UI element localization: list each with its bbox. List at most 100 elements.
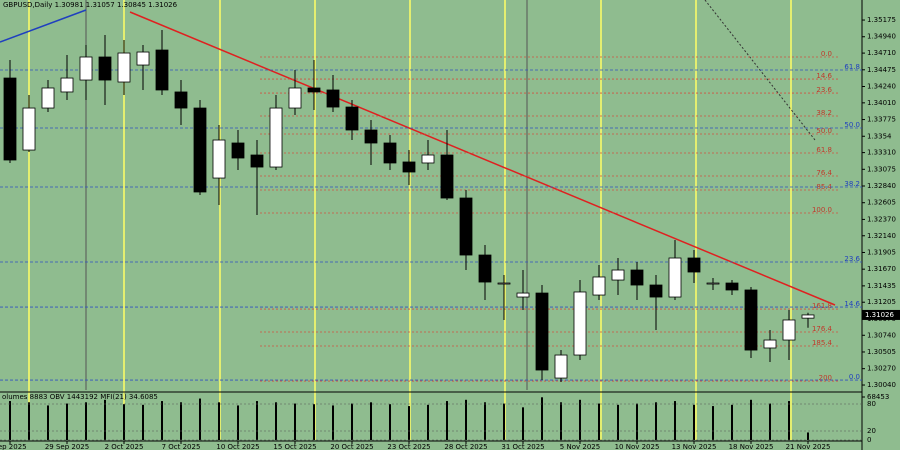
x-tick-label: 2 Oct 2025: [105, 443, 144, 450]
candle-body: [554, 354, 568, 379]
candle-body: [231, 142, 245, 159]
x-tick-label: 21 Nov 2025: [786, 443, 831, 450]
candle-body: [573, 291, 587, 356]
candle-body: [706, 282, 720, 285]
y-tick-label: 1.3354: [867, 132, 892, 140]
y-tick-label: 80: [867, 400, 876, 408]
fib-label: 85.4: [816, 183, 832, 191]
candle-body: [288, 87, 302, 109]
x-tick-label: 18 Nov 2025: [729, 443, 774, 450]
candle-body: [364, 129, 378, 144]
x-tick-label: 13 Nov 2025: [672, 443, 717, 450]
candle-body: [440, 154, 454, 199]
candle-body: [687, 257, 701, 273]
y-tick-label: 1.31205: [867, 298, 896, 306]
trend-line: [129, 11, 836, 306]
x-tick-label: 10 Nov 2025: [615, 443, 660, 450]
y-tick-label: 1.32840: [867, 182, 896, 190]
fib-label: 50.0: [816, 127, 832, 135]
fib-label: 0.0: [821, 50, 832, 58]
last-low: 1.30845: [117, 1, 146, 9]
candle-body: [155, 49, 169, 91]
y-tick-label: 68453: [867, 393, 889, 401]
y-tick-label: 1.30505: [867, 348, 896, 356]
candle-body: [592, 276, 606, 296]
y-tick-label: 1.34475: [867, 66, 896, 74]
fib-label: 14.6: [844, 300, 860, 308]
candle-body: [744, 289, 758, 351]
candle-body: [801, 314, 815, 319]
y-tick-label: 1.31670: [867, 265, 896, 273]
y-tick-label: 1.33775: [867, 116, 896, 124]
price-tag: [862, 309, 900, 320]
x-tick-label: 5 Nov 2025: [560, 443, 600, 450]
candle-body: [212, 139, 226, 179]
y-tick-label: 1.30270: [867, 365, 896, 373]
candle-body: [60, 77, 74, 93]
candle-body: [136, 51, 150, 66]
x-tick-label: 28 Oct 2025: [444, 443, 487, 450]
y-tick-label: 1.34940: [867, 33, 896, 41]
candle-body: [668, 257, 682, 298]
symbol: GBPUSD,Daily: [3, 1, 52, 9]
last-high: 1.31057: [86, 1, 115, 9]
price-tag-label: 1.31026: [865, 311, 894, 319]
x-tick-label: 15 Oct 2025: [273, 443, 316, 450]
fib-label: 0.0: [849, 373, 860, 381]
x-tick-label: 20 Oct 2025: [330, 443, 373, 450]
y-tick-label: 1.32370: [867, 215, 896, 223]
candle-body: [41, 87, 55, 109]
y-tick-label: 1.32605: [867, 199, 896, 207]
fib-label: 100.0: [812, 206, 832, 214]
y-tick-label: 1.33310: [867, 149, 896, 157]
y-tick-label: 1.32140: [867, 232, 896, 240]
candle-body: [22, 107, 36, 151]
last-open: 1.30981: [55, 1, 84, 9]
candle-body: [421, 154, 435, 164]
candle-body: [516, 292, 530, 298]
fib-label: 23.6: [816, 86, 832, 94]
candle-body: [174, 91, 188, 109]
fib-label: 38.2: [844, 180, 860, 188]
fib-label: 76.4: [816, 169, 832, 177]
y-tick-label: 0: [867, 436, 871, 444]
indicator-title: olumes 8883 OBV 1443192 MFI(21) 34.6085: [2, 393, 158, 401]
fib-label: 176.4: [812, 325, 833, 333]
candle-body: [193, 107, 207, 193]
candle-body: [782, 319, 796, 341]
candle-body: [497, 282, 511, 285]
fib-label: 185.4: [812, 339, 833, 347]
candle-body: [269, 107, 283, 168]
candle-body: [649, 284, 663, 298]
candle-body: [402, 161, 416, 173]
x-tick-label: 29 Sep 2025: [45, 443, 89, 450]
y-tick-label: 1.34010: [867, 99, 896, 107]
fib-label: 50.0: [844, 121, 860, 129]
y-tick-label: 1.35175: [867, 16, 896, 24]
x-tick-label: 10 Oct 2025: [216, 443, 259, 450]
fib-label: 200: [819, 374, 832, 382]
fib-label: 61.8: [816, 146, 832, 154]
x-tick-label: Sep 2025: [0, 443, 27, 450]
fib-label: 161.8: [812, 302, 832, 310]
candle-body: [345, 106, 359, 131]
y-tick-label: 1.30040: [867, 381, 896, 389]
last-close: 1.31026: [148, 1, 177, 9]
candle-body: [611, 269, 625, 281]
y-tick-label: 20: [867, 427, 876, 435]
candle-body: [383, 142, 397, 164]
fib-label: 61.8: [844, 63, 860, 71]
chart-title: GBPUSD,Daily 1.30981 1.31057 1.30845 1.3…: [3, 1, 178, 9]
y-tick-label: 1.33075: [867, 165, 896, 173]
candle-body: [117, 52, 131, 83]
y-tick-label: 1.34710: [867, 49, 896, 57]
fib-label: 38.2: [816, 109, 832, 117]
trend-line: [0, 9, 87, 43]
y-tick-label: 1.34240: [867, 83, 896, 91]
candle-body: [307, 87, 321, 93]
fib-label: 14.6: [816, 72, 832, 80]
candle-body: [326, 89, 340, 108]
